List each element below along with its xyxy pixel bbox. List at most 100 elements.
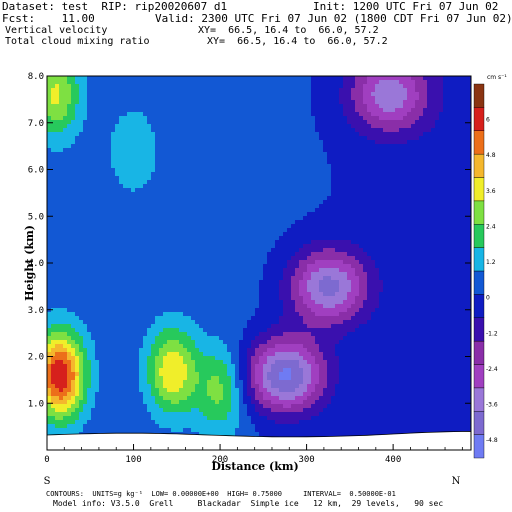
field-cell xyxy=(263,188,268,193)
field-cell xyxy=(123,244,128,249)
field-cell xyxy=(299,84,304,89)
field-cell xyxy=(115,100,120,105)
field-cell xyxy=(415,200,420,205)
field-cell xyxy=(407,148,412,153)
field-cell xyxy=(315,216,320,221)
field-cell xyxy=(139,252,144,257)
field-cell xyxy=(347,128,352,133)
field-cell xyxy=(435,232,440,237)
field-cell xyxy=(275,184,280,189)
field-cell xyxy=(343,84,348,89)
field-cell xyxy=(95,80,100,85)
field-cell xyxy=(303,200,308,205)
field-cell xyxy=(163,260,168,265)
field-cell xyxy=(255,108,260,113)
field-cell xyxy=(47,196,52,201)
field-cell xyxy=(255,200,260,205)
field-cell xyxy=(167,220,172,225)
field-cell xyxy=(459,228,464,233)
field-cell xyxy=(211,160,216,165)
field-cell xyxy=(431,76,436,81)
field-cell xyxy=(183,192,188,197)
field-cell xyxy=(159,260,164,265)
field-cell xyxy=(303,144,308,149)
field-cell xyxy=(451,136,456,141)
field-cell xyxy=(123,200,128,205)
field-cell xyxy=(379,100,384,105)
field-cell xyxy=(59,200,64,205)
field-cell xyxy=(71,152,76,157)
field-cell xyxy=(387,84,392,89)
field-cell xyxy=(127,136,132,141)
field-cell xyxy=(351,192,356,197)
field-cell xyxy=(427,196,432,201)
field-cell xyxy=(83,232,88,237)
field-cell xyxy=(391,192,396,197)
field-cell xyxy=(451,244,456,249)
field-cell xyxy=(103,176,108,181)
field-cell xyxy=(435,260,440,265)
field-cell xyxy=(399,176,404,181)
field-cell xyxy=(123,172,128,177)
field-cell xyxy=(403,92,408,97)
field-cell xyxy=(231,96,236,101)
field-cell xyxy=(447,180,452,185)
field-cell xyxy=(411,80,416,85)
field-cell xyxy=(423,144,428,149)
field-cell xyxy=(363,152,368,157)
field-cell xyxy=(235,100,240,105)
field-cell xyxy=(467,112,471,117)
field-cell xyxy=(87,100,92,105)
field-cell xyxy=(215,168,220,173)
field-cell xyxy=(203,116,208,121)
field-cell xyxy=(119,156,124,161)
field-cell xyxy=(467,144,471,149)
field-cell xyxy=(439,140,444,145)
field-cell xyxy=(467,140,471,145)
field-cell xyxy=(327,236,332,241)
field-cell xyxy=(63,252,68,257)
field-cell xyxy=(171,232,176,237)
field-cell xyxy=(279,248,284,253)
field-cell xyxy=(227,172,232,177)
field-cell xyxy=(223,112,228,117)
field-cell xyxy=(375,216,380,221)
field-cell xyxy=(331,236,336,241)
field-cell xyxy=(59,260,64,265)
field-cell xyxy=(151,172,156,177)
field-cell xyxy=(307,172,312,177)
field-cell xyxy=(459,252,464,257)
field-cell xyxy=(107,136,112,141)
field-cell xyxy=(451,256,456,261)
field-cell xyxy=(79,240,84,245)
field-cell xyxy=(243,144,248,149)
field1-xy: XY= 66.5, 16.4 to 66.0, 57.2 xyxy=(198,25,379,36)
field-cell xyxy=(287,256,292,261)
field-cell xyxy=(411,260,416,265)
field-cell xyxy=(343,256,348,261)
field-cell xyxy=(259,172,264,177)
field-cell xyxy=(191,212,196,217)
field-cell xyxy=(95,92,100,97)
field-cell xyxy=(63,208,68,213)
field-cell xyxy=(183,256,188,261)
field-cell xyxy=(431,128,436,133)
field-cell xyxy=(59,252,64,257)
field-cell xyxy=(79,116,84,121)
field-cell xyxy=(111,224,116,229)
field-cell xyxy=(67,80,72,85)
field-cell xyxy=(243,220,248,225)
field-cell xyxy=(83,192,88,197)
field-cell xyxy=(47,200,52,205)
field-cell xyxy=(439,196,444,201)
field-cell xyxy=(75,240,80,245)
field-cell xyxy=(323,140,328,145)
field-cell xyxy=(115,88,120,93)
field-cell xyxy=(211,152,216,157)
field-cell xyxy=(143,180,148,185)
field-cell xyxy=(299,88,304,93)
field-cell xyxy=(439,120,444,125)
field-cell xyxy=(391,172,396,177)
field-cell xyxy=(203,80,208,85)
field-cell xyxy=(391,184,396,189)
